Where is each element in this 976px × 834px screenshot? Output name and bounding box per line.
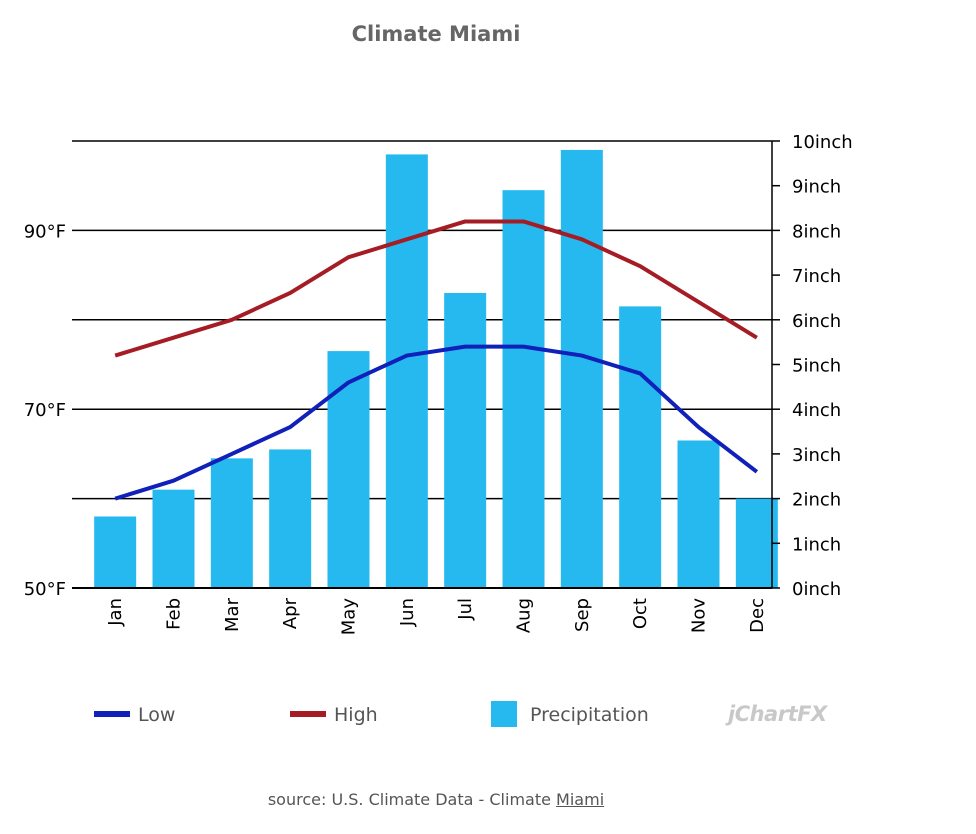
x-axis-tick-label: Jan bbox=[105, 598, 126, 627]
x-axis-tick-label: Feb bbox=[164, 598, 185, 630]
x-axis-tick-label: Aug bbox=[514, 598, 535, 633]
x-axis-tick-label: Jul bbox=[455, 598, 476, 621]
precipitation-bars bbox=[94, 149, 778, 589]
jchartfx-logo: jChartFX bbox=[728, 702, 827, 726]
precipitation-bar bbox=[444, 292, 487, 588]
right-axis-tick-label: 6inch bbox=[792, 311, 841, 332]
precipitation-bar bbox=[502, 190, 545, 589]
right-axis-tick-label: 10inch bbox=[792, 132, 853, 153]
low-temperature-line bbox=[114, 344, 759, 501]
right-axis-tick-label: 8inch bbox=[792, 221, 841, 242]
x-axis-tick-label: Nov bbox=[689, 598, 710, 633]
right-axis-tick-label: 5inch bbox=[792, 356, 841, 377]
axes: 0inch 1inch 2inch 3inch 4inch 5inch 6inch 7inch… bbox=[24, 132, 853, 635]
precipitation-bar bbox=[385, 154, 428, 588]
x-axis-tick-label: Jun bbox=[397, 598, 418, 627]
right-axis-tick-label: 3inch bbox=[792, 445, 841, 466]
source-prefix: source: U.S. Climate Data - Climate bbox=[267, 790, 557, 809]
right-axis-tick-label: 7inch bbox=[792, 266, 841, 287]
legend-swatch-precipitation bbox=[491, 701, 517, 727]
legend-label-low: Low bbox=[138, 704, 175, 726]
legend-label-high: High bbox=[334, 704, 378, 726]
x-axis-tick-label: Apr bbox=[280, 597, 301, 629]
precipitation-bar bbox=[677, 440, 720, 588]
legend: Low High Precipitation bbox=[94, 701, 649, 727]
high-temperature-line bbox=[114, 219, 758, 358]
legend-item-high[interactable]: High bbox=[290, 704, 378, 726]
left-axis-tick-label: 90°F bbox=[24, 221, 66, 242]
precipitation-bar bbox=[94, 516, 137, 588]
precipitation-bar bbox=[152, 489, 195, 588]
source-link-miami[interactable]: Miami bbox=[556, 790, 605, 809]
precipitation-bar bbox=[735, 498, 778, 588]
right-axis-tick-label: 2inch bbox=[792, 490, 841, 511]
x-axis-tick-label: May bbox=[339, 598, 360, 636]
temperature-lines bbox=[114, 219, 759, 501]
chart-title: Climate Miami bbox=[351, 22, 521, 46]
right-axis-tick-label: 9inch bbox=[792, 177, 841, 198]
legend-label-precipitation: Precipitation bbox=[530, 704, 649, 726]
right-axis-tick-label: 0inch bbox=[792, 579, 841, 600]
legend-item-precipitation[interactable]: Precipitation bbox=[491, 701, 649, 727]
source-line: source: U.S. Climate Data - Climate Miam… bbox=[0, 790, 872, 809]
right-axis-tick-label: 1inch bbox=[792, 534, 841, 555]
precipitation-bar bbox=[619, 306, 662, 588]
x-axis-tick-label: Dec bbox=[747, 598, 768, 633]
x-axis-tick-label: Mar bbox=[222, 597, 243, 632]
precipitation-bar bbox=[210, 458, 253, 588]
precipitation-bar bbox=[327, 351, 370, 588]
left-axis-tick-label: 70°F bbox=[24, 400, 66, 421]
left-axis-tick-label: 50°F bbox=[24, 579, 66, 600]
x-axis-tick-label: Oct bbox=[630, 598, 651, 629]
x-axis-tick-label: Sep bbox=[572, 598, 593, 632]
precipitation-bar bbox=[560, 149, 603, 588]
precipitation-bar bbox=[269, 449, 312, 588]
legend-item-low[interactable]: Low bbox=[94, 704, 175, 726]
right-axis-tick-label: 4inch bbox=[792, 400, 841, 421]
